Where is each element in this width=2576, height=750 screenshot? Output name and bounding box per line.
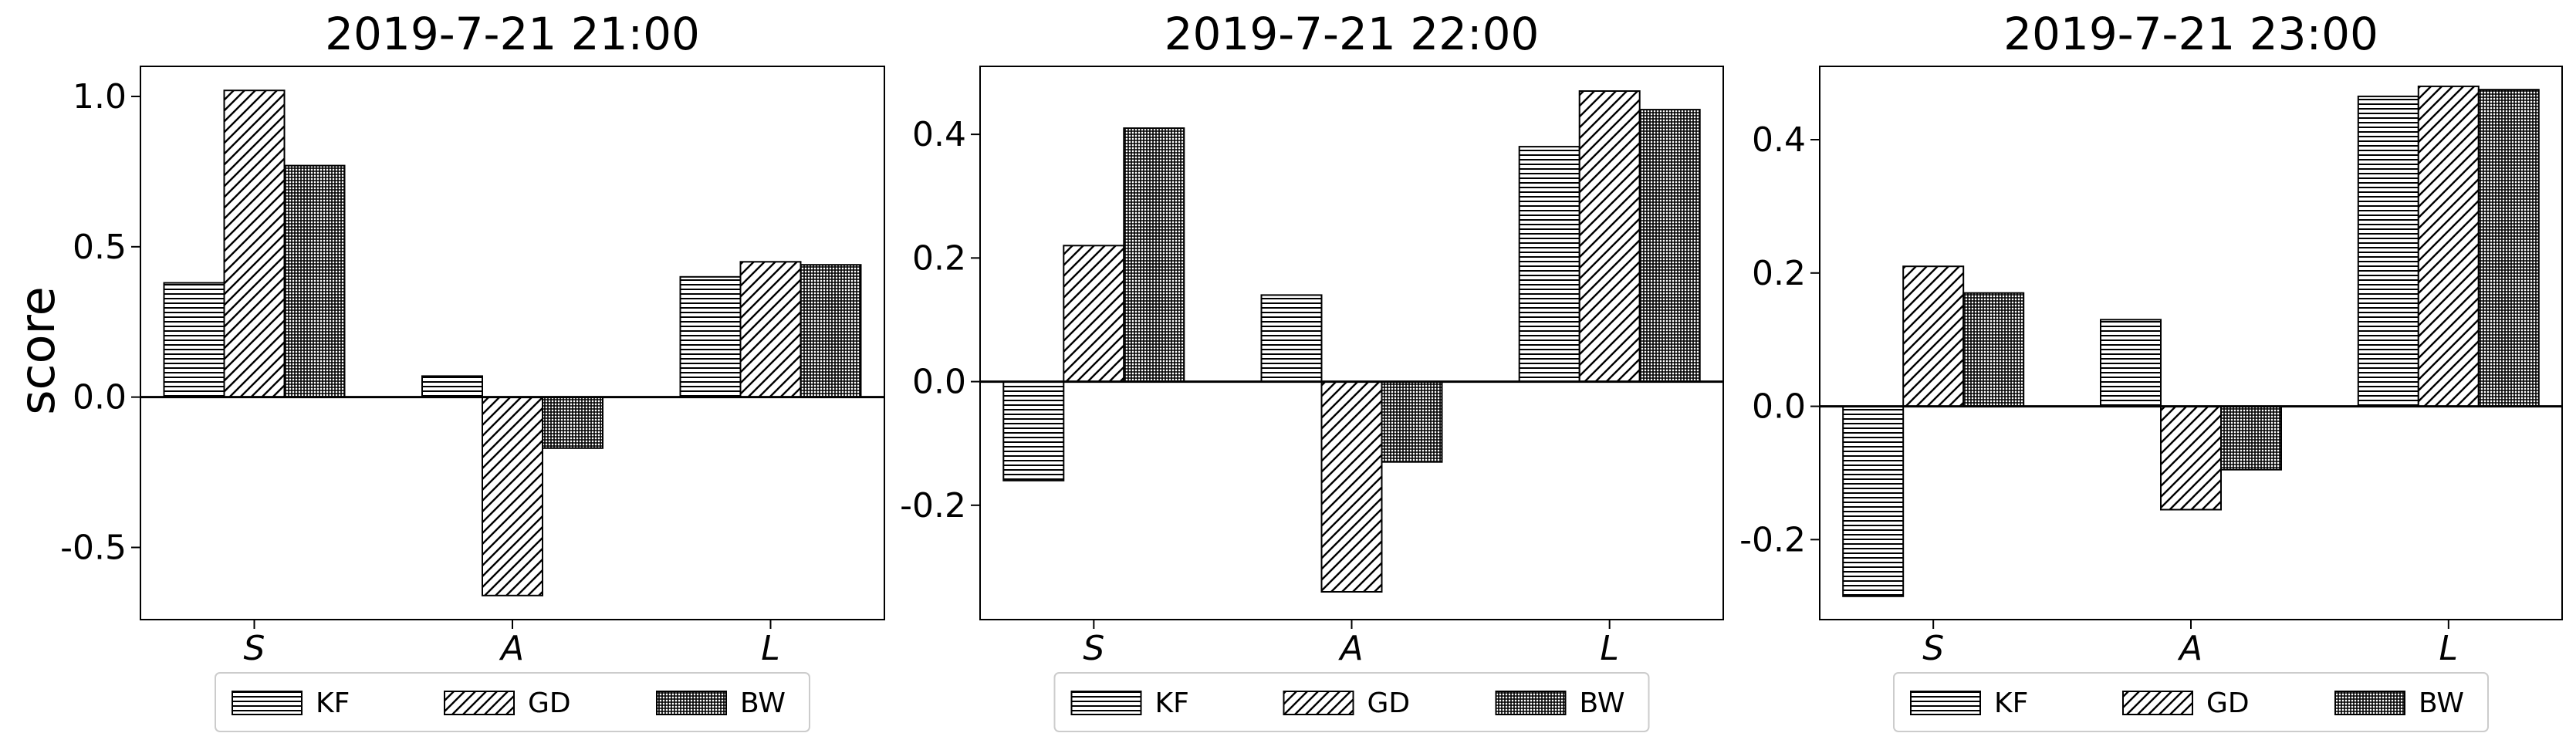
y-axis-label: score [9, 286, 66, 415]
y-tick-label: -0.5 [60, 528, 127, 567]
y-tick-label: 0.0 [1752, 387, 1806, 427]
x-tick-label: L [761, 629, 780, 668]
bar-bw-l [800, 264, 862, 398]
bar-kf-s [163, 282, 225, 398]
bar-kf-a [421, 375, 483, 398]
bar-kf-a [2100, 319, 2162, 407]
x-tick-label: A [499, 629, 524, 668]
legend-label-gd: GD [1367, 688, 1411, 719]
bar-kf-l [679, 275, 742, 398]
legend-swatch-gd [444, 691, 515, 715]
legend-swatch-kf [232, 691, 303, 715]
y-tick-label: -0.2 [1739, 520, 1806, 559]
legend: KF GD BW [1053, 672, 1650, 732]
legend-swatch-gd [2122, 691, 2193, 715]
x-tick-label: L [1600, 629, 1619, 668]
legend-label-bw: BW [740, 688, 786, 719]
x-tick-label: S [1922, 629, 1944, 668]
legend: KF GD BW [215, 672, 810, 732]
legend-swatch-kf [1070, 691, 1142, 715]
x-tick-label: S [1083, 629, 1104, 668]
y-tick-label: 0.0 [73, 378, 127, 417]
legend-swatch-gd [1283, 691, 1354, 715]
legend-swatch-bw [656, 691, 727, 715]
bar-bw-s [1962, 292, 2025, 407]
bar-gd-s [1902, 265, 1965, 407]
x-tick-label: A [1337, 629, 1363, 668]
bar-gd-l [739, 261, 802, 398]
x-tick-label: A [2177, 629, 2202, 668]
legend-swatch-bw [2334, 691, 2405, 715]
chart-panel-2: 2019-7-21 22:00 0.4 0.2 0.0 -0.2 S A L KF GD BW [900, 8, 1724, 732]
bar-bw-a [542, 396, 603, 449]
legend-label-gd: GD [528, 688, 571, 719]
chart-title: 2019-7-21 22:00 [1165, 8, 1540, 60]
legend-label-bw: BW [1580, 688, 1625, 719]
legend-label-kf: KF [316, 688, 350, 719]
x-tick-label: S [244, 629, 265, 668]
x-tick-label: L [2439, 629, 2459, 668]
bar-bw-s [1123, 127, 1185, 383]
bar-gd-l [1578, 90, 1641, 383]
chart-panel-1: 2019-7-21 21:00 score 1.0 0.5 0.0 -0.5 S A L KF GD… [9, 8, 885, 732]
bar-bw-a [1381, 380, 1443, 463]
chart-panel-3: 2019-7-21 23:00 0.4 0.2 0.0 -0.2 S A L KF GD BW [1739, 8, 2563, 732]
chart-title: 2019-7-21 21:00 [325, 8, 700, 60]
bar-gd-a [482, 396, 543, 596]
y-tick-label: 0.4 [912, 115, 966, 154]
bar-gd-l [2417, 85, 2480, 407]
bar-gd-a [1320, 380, 1383, 593]
bar-gd-s [223, 90, 286, 398]
y-tick-label: 0.0 [912, 363, 966, 402]
bar-bw-s [283, 164, 346, 398]
y-tick-label: 0.4 [1752, 120, 1806, 160]
bar-bw-a [2220, 405, 2282, 471]
legend: KF GD BW [1893, 672, 2489, 732]
legend-label-kf: KF [1155, 688, 1189, 719]
bar-kf-s [1842, 405, 1905, 597]
bar-kf-a [1260, 294, 1323, 383]
bar-gd-s [1063, 245, 1125, 383]
bar-bw-l [2477, 89, 2540, 407]
y-tick-label: 0.2 [1752, 254, 1806, 293]
bar-kf-l [1518, 146, 1580, 383]
bar-kf-l [2357, 95, 2419, 407]
y-tick-label: 0.2 [912, 238, 966, 278]
y-tick-label: 0.5 [73, 228, 127, 267]
y-tick-label: -0.2 [900, 486, 966, 525]
y-tick-label: 1.0 [73, 77, 127, 117]
bar-bw-l [1638, 109, 1701, 383]
bar-gd-a [2160, 405, 2222, 511]
legend-label-bw: BW [2419, 688, 2464, 719]
legend-swatch-kf [1910, 691, 1981, 715]
bar-kf-s [1002, 380, 1065, 481]
legend-label-kf: KF [1994, 688, 2028, 719]
chart-title: 2019-7-21 23:00 [2003, 8, 2378, 60]
legend-label-gd: GD [2206, 688, 2250, 719]
legend-swatch-bw [1495, 691, 1567, 715]
